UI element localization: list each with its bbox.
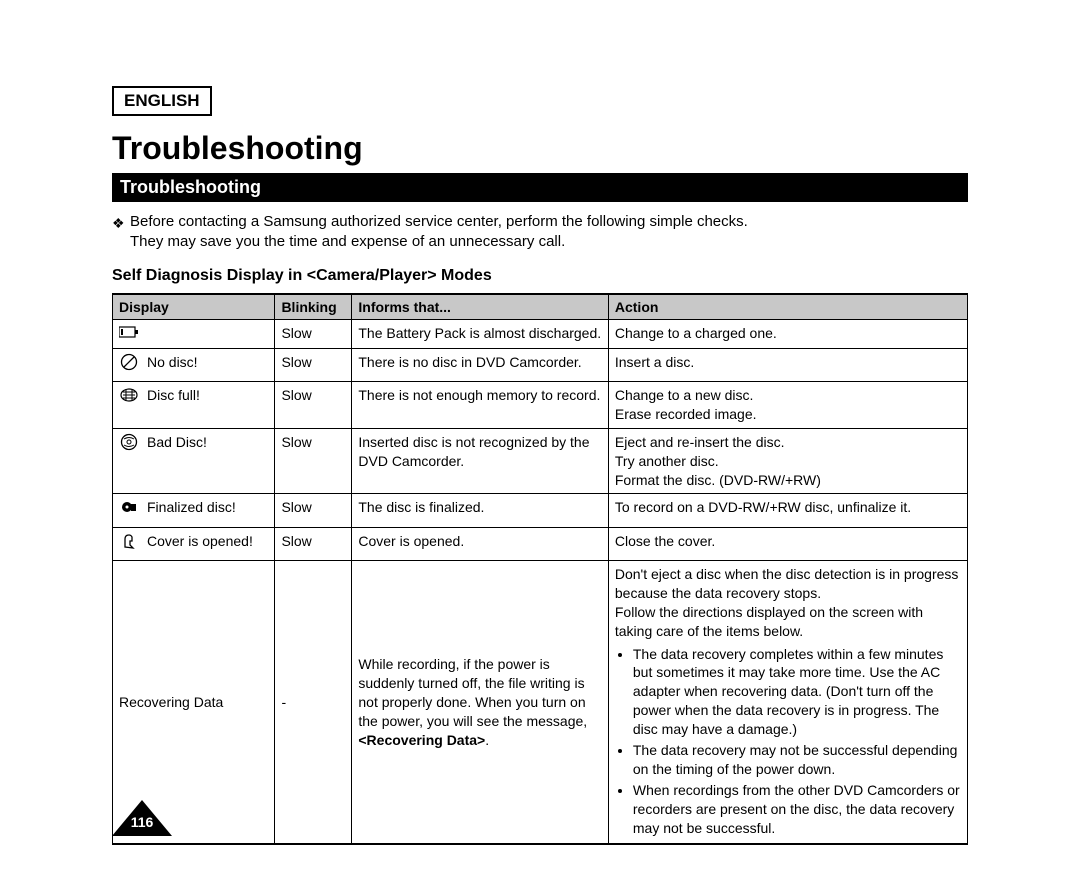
col-action: Action — [608, 294, 967, 320]
informs-text: Cover is opened. — [352, 527, 609, 560]
intro-line-2: They may save you the time and expense o… — [130, 233, 565, 250]
page-title: Troubleshooting — [112, 130, 968, 167]
action-cell: Don't eject a disc when the disc detecti… — [608, 560, 967, 844]
display-text: Disc full! — [147, 386, 200, 405]
action-bullet-list: The data recovery completes within a few… — [633, 645, 961, 838]
action-text: Insert a disc. — [608, 348, 967, 381]
action-text: Change to a charged one. — [608, 319, 967, 348]
blinking-text: Slow — [275, 382, 352, 429]
blinking-text: Slow — [275, 428, 352, 494]
informs-text: Inserted disc is not recognized by the D… — [352, 428, 609, 494]
action-cell: Change to a new disc. Erase recorded ima… — [608, 382, 967, 429]
informs-post: . — [485, 732, 489, 748]
cover-open-icon — [119, 532, 139, 556]
blinking-text: Slow — [275, 494, 352, 527]
action-intro-2: Follow the directions displayed on the s… — [615, 604, 923, 639]
action-bullet: When recordings from the other DVD Camco… — [633, 781, 961, 838]
table-row-recovering: Recovering Data - While recording, if th… — [113, 560, 968, 844]
action-text: To record on a DVD-RW/+RW disc, unfinali… — [608, 494, 967, 527]
no-disc-icon — [119, 353, 139, 377]
informs-text: There is not enough memory to record. — [352, 382, 609, 429]
action-line: Erase recorded image. — [615, 406, 757, 422]
table-row: Slow The Battery Pack is almost discharg… — [113, 319, 968, 348]
display-text: No disc! — [147, 353, 198, 372]
table-header-row: Display Blinking Informs that... Action — [113, 294, 968, 320]
blinking-text: Slow — [275, 319, 352, 348]
display-text: Finalized disc! — [147, 498, 236, 517]
col-informs: Informs that... — [352, 294, 609, 320]
action-line: Eject and re-insert the disc. — [615, 434, 785, 450]
bad-disc-icon — [119, 433, 139, 457]
diagnosis-table: Display Blinking Informs that... Action … — [112, 293, 968, 846]
action-line: Try another disc. — [615, 453, 719, 469]
diamond-bullet-icon: ❖ — [112, 214, 125, 233]
table-row: Disc full! Slow There is not enough memo… — [113, 382, 968, 429]
action-cell: Eject and re-insert the disc. Try anothe… — [608, 428, 967, 494]
battery-low-icon — [119, 324, 139, 344]
language-label: ENGLISH — [112, 86, 212, 116]
table-row: No disc! Slow There is no disc in DVD Ca… — [113, 348, 968, 381]
action-bullet: The data recovery completes within a few… — [633, 645, 961, 739]
informs-cell: While recording, if the power is suddenl… — [352, 560, 609, 844]
manual-page: ENGLISH Troubleshooting Troubleshooting … — [112, 86, 968, 845]
blinking-text: Slow — [275, 348, 352, 381]
informs-text: The disc is finalized. — [352, 494, 609, 527]
table-row: Bad Disc! Slow Inserted disc is not reco… — [113, 428, 968, 494]
informs-bold: <Recovering Data> — [358, 732, 485, 748]
blinking-text: - — [275, 560, 352, 844]
page-number-triangle: 116 — [112, 800, 172, 840]
informs-text: There is no disc in DVD Camcorder. — [352, 348, 609, 381]
finalized-disc-icon — [119, 498, 139, 522]
action-line: Change to a new disc. — [615, 387, 754, 403]
table-row: Finalized disc! Slow The disc is finaliz… — [113, 494, 968, 527]
informs-pre: While recording, if the power is suddenl… — [358, 656, 587, 729]
intro-line-1: Before contacting a Samsung authorized s… — [130, 213, 748, 230]
page-number: 116 — [112, 814, 172, 830]
intro-block: ❖ Before contacting a Samsung authorized… — [112, 212, 968, 253]
action-intro-1: Don't eject a disc when the disc detecti… — [615, 566, 959, 601]
section-heading-bar: Troubleshooting — [112, 173, 968, 202]
table-row: Cover is opened! Slow Cover is opened. C… — [113, 527, 968, 560]
action-text: Close the cover. — [608, 527, 967, 560]
action-line: Format the disc. (DVD-RW/+RW) — [615, 472, 821, 488]
blinking-text: Slow — [275, 527, 352, 560]
display-text: Bad Disc! — [147, 433, 207, 452]
table-title: Self Diagnosis Display in <Camera/Player… — [112, 267, 968, 285]
col-blinking: Blinking — [275, 294, 352, 320]
col-display: Display — [113, 294, 275, 320]
action-bullet: The data recovery may not be successful … — [633, 741, 961, 779]
display-text: Cover is opened! — [147, 532, 253, 551]
disc-full-icon — [119, 386, 139, 410]
informs-text: The Battery Pack is almost discharged. — [352, 319, 609, 348]
